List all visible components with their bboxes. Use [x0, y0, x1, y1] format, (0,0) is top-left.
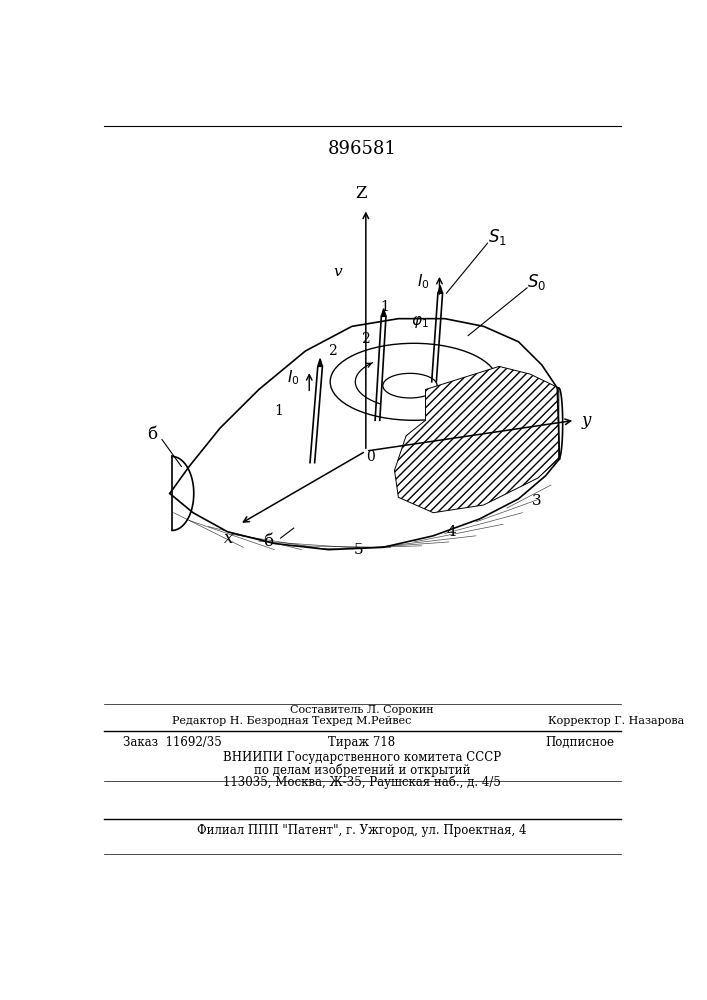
Text: y: y — [581, 412, 590, 429]
Text: Техред М.Рейвес: Техред М.Рейвес — [312, 716, 411, 726]
Polygon shape — [438, 286, 443, 293]
Polygon shape — [381, 309, 386, 316]
Text: v: v — [334, 265, 342, 279]
Text: $S_1$: $S_1$ — [488, 227, 507, 247]
Text: Подписное: Подписное — [546, 736, 614, 749]
Text: 2: 2 — [361, 332, 370, 346]
Polygon shape — [395, 366, 559, 513]
Text: Корректор Г. Назарова: Корректор Г. Назарова — [548, 716, 684, 726]
Text: $I_0$: $I_0$ — [286, 369, 299, 387]
Text: 1: 1 — [274, 404, 283, 418]
Text: Заказ  11692/35: Заказ 11692/35 — [123, 736, 222, 749]
Text: 5: 5 — [354, 543, 363, 557]
Text: 0: 0 — [366, 450, 375, 464]
Text: 896581: 896581 — [327, 140, 397, 158]
Text: Редактор Н. Безродная: Редактор Н. Безродная — [172, 716, 309, 726]
Text: Филиал ППП "Патент", г. Ужгород, ул. Проектная, 4: Филиал ППП "Патент", г. Ужгород, ул. Про… — [197, 824, 527, 837]
Text: б: б — [147, 426, 157, 443]
Text: $\varphi_1$: $\varphi_1$ — [411, 314, 429, 330]
Text: 3: 3 — [532, 494, 541, 508]
Text: Составитель Л. Сорокин: Составитель Л. Сорокин — [290, 705, 434, 715]
Text: 4: 4 — [446, 525, 456, 539]
Text: б: б — [263, 533, 273, 550]
Text: Z: Z — [356, 185, 367, 202]
Text: x: x — [224, 530, 233, 547]
Text: 2: 2 — [328, 344, 337, 358]
Text: 1: 1 — [380, 300, 389, 314]
Text: $I_0$: $I_0$ — [416, 272, 429, 291]
Polygon shape — [317, 359, 322, 366]
Text: $S_0$: $S_0$ — [527, 272, 546, 292]
Text: ВНИИПИ Государственного комитета СССР: ВНИИПИ Государственного комитета СССР — [223, 751, 501, 764]
Text: по делам изобретений и открытий: по делам изобретений и открытий — [254, 763, 470, 777]
Text: Тираж 718: Тираж 718 — [328, 736, 395, 749]
Text: 113035, Москва, Ж-35, Раушская наб., д. 4/5: 113035, Москва, Ж-35, Раушская наб., д. … — [223, 775, 501, 789]
